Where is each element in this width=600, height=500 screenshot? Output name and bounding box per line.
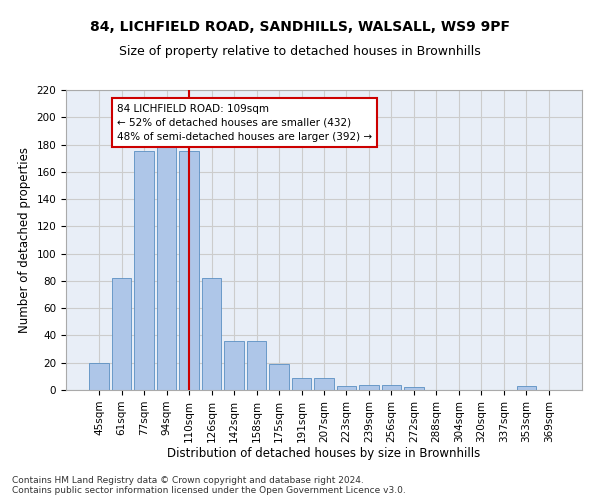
Bar: [247, 341, 266, 390]
Bar: [292, 378, 311, 390]
Bar: [382, 384, 401, 390]
Bar: [337, 386, 356, 390]
Bar: [202, 278, 221, 390]
Text: 84, LICHFIELD ROAD, SANDHILLS, WALSALL, WS9 9PF: 84, LICHFIELD ROAD, SANDHILLS, WALSALL, …: [90, 20, 510, 34]
Text: Contains HM Land Registry data © Crown copyright and database right 2024.
Contai: Contains HM Land Registry data © Crown c…: [12, 476, 406, 495]
X-axis label: Distribution of detached houses by size in Brownhills: Distribution of detached houses by size …: [167, 448, 481, 460]
Bar: [517, 386, 536, 390]
Bar: [134, 152, 154, 390]
Text: 84 LICHFIELD ROAD: 109sqm
← 52% of detached houses are smaller (432)
48% of semi: 84 LICHFIELD ROAD: 109sqm ← 52% of detac…: [117, 104, 372, 142]
Bar: [179, 152, 199, 390]
Bar: [404, 388, 424, 390]
Bar: [89, 362, 109, 390]
Bar: [112, 278, 131, 390]
Bar: [224, 341, 244, 390]
Bar: [157, 148, 176, 390]
Bar: [359, 384, 379, 390]
Bar: [269, 364, 289, 390]
Text: Size of property relative to detached houses in Brownhills: Size of property relative to detached ho…: [119, 45, 481, 58]
Y-axis label: Number of detached properties: Number of detached properties: [18, 147, 31, 333]
Bar: [314, 378, 334, 390]
